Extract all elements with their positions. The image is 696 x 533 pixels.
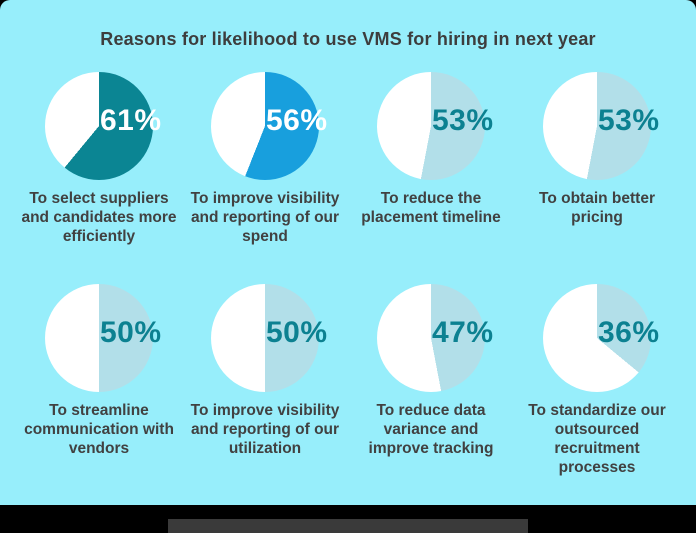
pie-cell-select-suppliers: 61% To select suppliers and candidates m… — [16, 72, 182, 284]
pie-label: To reduce data variance and improve trac… — [368, 402, 494, 457]
pie-label: To standardize our outsourced recruitmen… — [528, 402, 666, 476]
pie-chart-streamline-communication: 50% — [45, 284, 161, 392]
pie-chart-placement-timeline: 53% — [377, 72, 493, 180]
pie-cell-streamline-communication: 50% To streamline communication with ven… — [16, 284, 182, 477]
pie-label: To improve visibility and reporting of o… — [190, 190, 340, 245]
pie-percentage: 53% — [598, 103, 660, 137]
pie-percentage: 50% — [100, 315, 162, 349]
pie-chart-standardize-recruitment: 36% — [543, 284, 659, 392]
pie-label: To select suppliers and candidates more … — [21, 190, 177, 245]
pie-chart-visibility-utilization: 50% — [211, 284, 327, 392]
pie-percentage: 53% — [432, 103, 494, 137]
pie-percentage: 36% — [598, 315, 660, 349]
pie-label: To streamline communication with vendors — [24, 402, 174, 457]
pie-cell-placement-timeline: 53% To reduce the placement timeline — [348, 72, 514, 284]
pie-chart-visibility-spend: 56% — [211, 72, 327, 180]
pie-percentage: 61% — [100, 103, 162, 137]
pie-cell-better-pricing: 53% To obtain better pricing — [514, 72, 680, 284]
pie-label: To reduce the placement timeline — [361, 190, 501, 226]
pie-grid-row-2: 50% To streamline communication with ven… — [0, 284, 696, 477]
footer-bar — [168, 519, 528, 533]
pie-percentage: 56% — [266, 103, 328, 137]
page-title: Reasons for likelihood to use VMS for hi… — [100, 29, 596, 49]
pie-label: To obtain better pricing — [539, 190, 655, 226]
pie-percentage: 47% — [432, 315, 494, 349]
pie-label: To improve visibility and reporting of o… — [190, 402, 340, 457]
pie-cell-visibility-utilization: 50% To improve visibility and reporting … — [182, 284, 348, 477]
pie-chart-select-suppliers: 61% — [45, 72, 161, 180]
chart-card: Reasons for likelihood to use VMS for hi… — [0, 0, 696, 505]
pie-cell-data-variance: 47% To reduce data variance and improve … — [348, 284, 514, 477]
pie-chart-data-variance: 47% — [377, 284, 493, 392]
pie-grid-row-1: 61% To select suppliers and candidates m… — [0, 72, 696, 284]
pie-cell-visibility-spend: 56% To improve visibility and reporting … — [182, 72, 348, 284]
pie-cell-standardize-recruitment: 36% To standardize our outsourced recrui… — [514, 284, 680, 477]
pie-chart-better-pricing: 53% — [543, 72, 659, 180]
pie-percentage: 50% — [266, 315, 328, 349]
footer-strip — [0, 505, 696, 533]
